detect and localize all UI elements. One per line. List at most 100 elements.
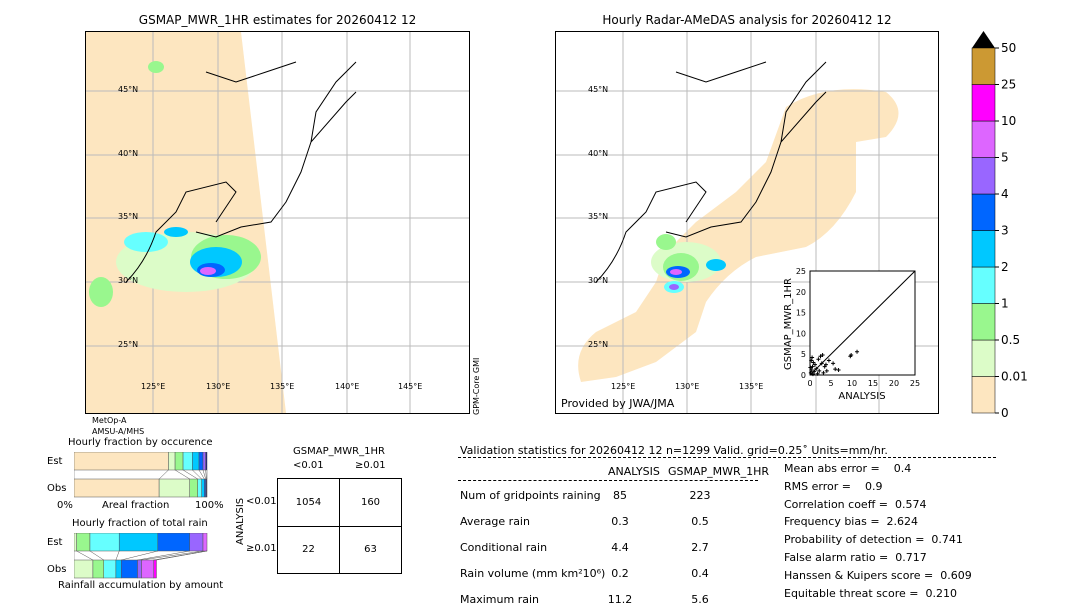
bar-segment — [74, 559, 94, 579]
score-line: RMS error = 0.9 — [784, 479, 883, 493]
contingency-row-label: <0.01 — [246, 496, 277, 507]
scatter-point — [817, 368, 822, 373]
stat-gsmap: 5.6 — [691, 593, 709, 606]
colorbar-label: 5 — [1001, 151, 1009, 165]
total-rain-bars — [74, 533, 208, 579]
y-tick-label: 10 — [796, 329, 806, 338]
bar-connector — [205, 469, 207, 480]
bar-segment — [118, 533, 159, 552]
scatter-point — [808, 365, 813, 370]
contingency-row-axis: ANALYSIS — [235, 497, 246, 545]
contingency-table: 1054 160 22 63 — [277, 478, 402, 574]
stat-gsmap: 2.7 — [691, 541, 709, 554]
lat-label: 30°N — [588, 276, 609, 285]
lon-label: 125°E — [141, 382, 166, 391]
bar-connector — [89, 550, 104, 561]
bar-segment — [115, 559, 122, 579]
right-map-canvas — [556, 32, 938, 413]
scatter-point — [836, 368, 841, 373]
x-tick-label: 5 — [828, 379, 833, 388]
stat-analysis: 0.2 — [611, 567, 629, 580]
colorbar-over-arrow — [972, 31, 995, 48]
bar-connector — [174, 469, 190, 480]
left-rain-areas — [89, 61, 261, 307]
y-tick-label: 0 — [801, 371, 806, 380]
score-line: Probability of detection = 0.741 — [784, 533, 963, 547]
bar-segment — [74, 533, 77, 552]
scatter-point — [826, 358, 831, 363]
scatter-point — [822, 364, 827, 369]
bar-connector — [198, 469, 205, 480]
colorbar-segment — [971, 230, 996, 268]
bar-segment — [205, 452, 208, 471]
scatter-point — [808, 370, 813, 375]
scatter-point — [821, 370, 826, 375]
x-tick-label: 25 — [910, 379, 920, 388]
contingency-row-label: ≥0.01 — [246, 543, 277, 554]
lat-label: 25°N — [118, 340, 139, 349]
bar-segment — [202, 533, 208, 552]
left-map-title: GSMAP_MWR_1HR estimates for 20260412 12 — [138, 13, 417, 27]
col-analysis: ANALYSIS — [608, 465, 660, 478]
scatter-point — [833, 367, 838, 372]
bar-segment — [157, 533, 190, 552]
bar-segment — [174, 452, 184, 471]
left-map — [85, 31, 470, 414]
bar-connector — [141, 550, 204, 561]
bar-segment — [153, 559, 157, 579]
lon-label: 135°E — [270, 382, 295, 391]
y-tick-label: 25 — [796, 267, 806, 276]
colorbar-label: 10 — [1001, 114, 1016, 128]
colorbar: 0 0.01 0.5 1 2 3 4 5 10 25 50 — [971, 31, 1028, 420]
stat-gsmap: 0.5 — [691, 515, 709, 528]
lat-label: 35°N — [588, 212, 609, 221]
colorbar-segment — [971, 47, 996, 85]
lon-label: 125°E — [611, 382, 636, 391]
scatter-point — [811, 360, 816, 365]
colorbar-label: 4 — [1001, 187, 1009, 201]
lat-label: 40°N — [588, 149, 609, 158]
colorbar-label: 50 — [1001, 41, 1016, 55]
y-tick-label: 15 — [796, 309, 806, 318]
stat-label: Num of gridpoints raining — [460, 489, 601, 502]
colorbar-segment — [971, 157, 996, 195]
scatter-point — [855, 349, 860, 354]
colorbar-segment — [971, 339, 996, 377]
contingency-cell: 63 — [364, 544, 377, 555]
colorbar-segment — [971, 266, 996, 304]
colorbar-label: 0.01 — [1001, 370, 1028, 384]
x-tick-label: 15 — [868, 379, 878, 388]
colorbar-label: 2 — [1001, 260, 1009, 274]
bar-connector — [137, 550, 190, 561]
lat-label: 30°N — [118, 276, 139, 285]
occurrence-est-label: Est — [47, 456, 63, 467]
lon-label: 130°E — [675, 382, 700, 391]
lon-label: 130°E — [206, 382, 231, 391]
x-tick-label: 0 — [807, 379, 812, 388]
scatter-point — [815, 371, 820, 376]
coastline — [125, 61, 357, 283]
bar-segment — [92, 559, 104, 579]
score-line: Frequency bias = 2.624 — [784, 515, 919, 529]
stat-label: Maximum rain — [460, 593, 539, 606]
right-map-title: Hourly Radar-AMeDAS analysis for 2026041… — [602, 13, 892, 27]
stat-analysis: 4.4 — [611, 541, 629, 554]
occurrence-bars — [74, 452, 208, 498]
scatter-point — [824, 368, 829, 373]
scatter-point — [812, 369, 817, 374]
lat-label: 25°N — [588, 340, 609, 349]
lat-label: 45°N — [118, 85, 139, 94]
scatter-point — [810, 372, 815, 377]
score-line: Correlation coeff = 0.574 — [784, 497, 927, 511]
colorbar-label: 0 — [1001, 406, 1009, 420]
contingency-cell: 160 — [360, 497, 381, 508]
stat-analysis: 85 — [613, 489, 627, 502]
colorbar-label: 25 — [1001, 78, 1016, 92]
lat-label: 40°N — [118, 149, 139, 158]
scatter-point — [814, 366, 819, 371]
lon-label: 145°E — [398, 382, 423, 391]
one-to-one-line — [809, 270, 916, 376]
lon-label: 135°E — [739, 382, 764, 391]
divider — [458, 480, 758, 481]
